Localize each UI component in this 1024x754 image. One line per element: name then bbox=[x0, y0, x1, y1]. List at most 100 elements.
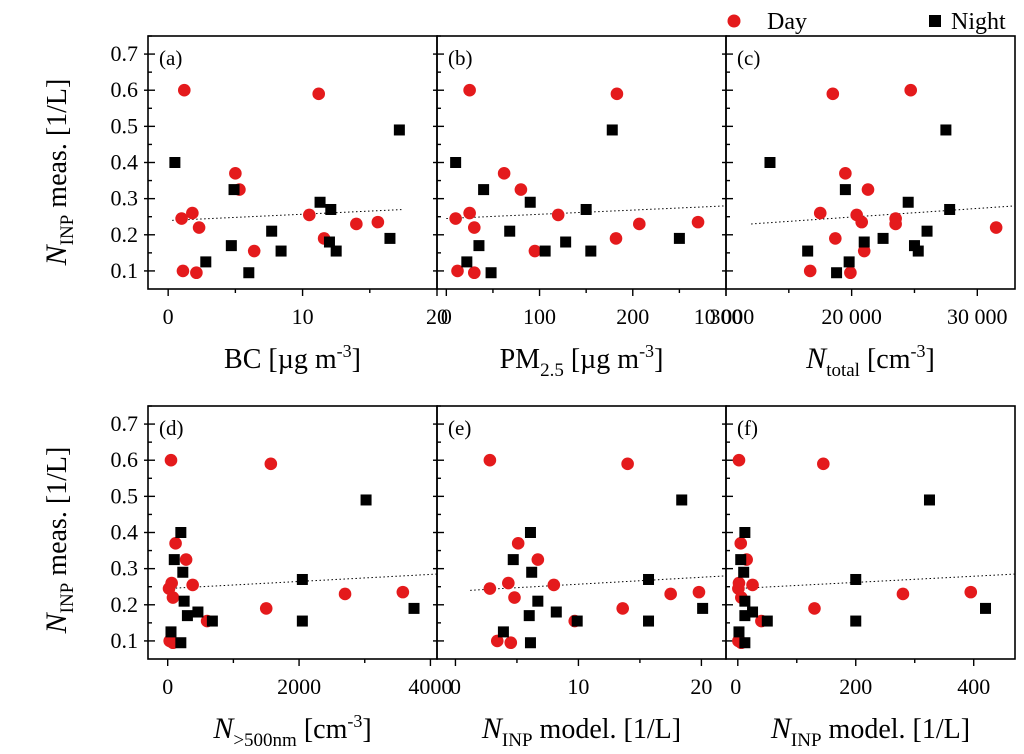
day-point bbox=[531, 553, 545, 566]
night-point bbox=[384, 232, 396, 244]
y-axis-title-top: NINP meas. [1/L] bbox=[40, 79, 78, 267]
panel-c-series-night bbox=[764, 124, 956, 279]
night-point bbox=[843, 256, 855, 268]
night-point bbox=[940, 124, 952, 136]
night-point bbox=[735, 554, 747, 566]
day-point bbox=[179, 553, 193, 566]
night-point bbox=[831, 267, 843, 279]
night-point bbox=[560, 236, 572, 248]
night-point bbox=[571, 615, 583, 627]
day-point bbox=[664, 587, 677, 601]
night-point bbox=[524, 527, 536, 538]
night-point bbox=[165, 626, 177, 638]
day-point bbox=[467, 266, 481, 280]
night-point bbox=[177, 566, 189, 578]
night-point bbox=[330, 245, 342, 257]
night-point bbox=[478, 184, 490, 196]
night-point bbox=[266, 225, 278, 237]
night-point bbox=[450, 157, 462, 168]
day-point bbox=[192, 221, 206, 234]
night-point bbox=[200, 256, 212, 268]
day-point bbox=[504, 636, 518, 650]
panel-b: (b) 0 100 200 300 PM2.5 [µg m-3] bbox=[433, 35, 743, 381]
y-tick-label: 0.1 bbox=[111, 628, 139, 653]
day-point bbox=[186, 578, 199, 592]
panel-c: (c) 10 000 20 000 30 000 Ntotal [cm-3] bbox=[694, 35, 1016, 381]
night-point bbox=[524, 637, 536, 649]
night-point bbox=[507, 554, 519, 566]
day-point bbox=[692, 585, 706, 599]
night-point bbox=[225, 240, 237, 252]
panel-d: (d) 0.1 0.2 0.3 0.4 0.5 0.6 0.7 0 2000 4000 N>500nm… bbox=[111, 405, 452, 751]
night-point bbox=[360, 494, 372, 506]
night-point bbox=[697, 602, 709, 614]
y-tick-label: 0.7 bbox=[111, 411, 139, 436]
night-point bbox=[275, 245, 287, 257]
night-point bbox=[325, 203, 337, 215]
night-point bbox=[296, 615, 308, 627]
day-point bbox=[844, 266, 857, 280]
day-point bbox=[861, 183, 875, 196]
night-point bbox=[877, 232, 889, 244]
day-point bbox=[839, 167, 852, 180]
night-point bbox=[181, 610, 193, 622]
night-point bbox=[168, 554, 180, 566]
y-tick-label: 0.3 bbox=[111, 556, 139, 581]
day-point bbox=[528, 244, 542, 258]
day-point bbox=[511, 537, 525, 550]
night-point bbox=[850, 573, 862, 585]
day-point bbox=[746, 578, 759, 592]
panel-a-series-day bbox=[175, 83, 385, 280]
panel-b-series-night bbox=[450, 124, 685, 279]
panel-e-label: (e) bbox=[448, 416, 471, 440]
panels: (a) 0.1 0.2 0.3 0.4 0.5 0.6 0.7 0 10 20 BC [µg m-3]… bbox=[111, 35, 1016, 751]
y-axis-title-bottom: NINP meas. [1/L] bbox=[40, 447, 78, 635]
x-tick-label: 0 bbox=[450, 674, 461, 699]
x-tick-label: 0 bbox=[730, 674, 741, 699]
day-point bbox=[616, 602, 629, 615]
night-point bbox=[323, 236, 335, 248]
night-point bbox=[473, 240, 485, 252]
night-point bbox=[944, 203, 956, 215]
night-point bbox=[802, 245, 814, 257]
day-point bbox=[808, 602, 821, 615]
y-tick-label: 0.5 bbox=[111, 113, 139, 138]
night-point bbox=[733, 626, 745, 638]
y-tick-label: 0.2 bbox=[111, 222, 139, 247]
x-tick-label: 20 bbox=[690, 674, 712, 699]
night-point bbox=[676, 494, 688, 506]
panel-e-series-day bbox=[483, 453, 706, 650]
day-point bbox=[829, 232, 842, 245]
day-point bbox=[514, 183, 528, 196]
day-point bbox=[463, 206, 476, 220]
day-point bbox=[732, 453, 746, 467]
day-point bbox=[264, 457, 278, 471]
day-point bbox=[610, 87, 624, 101]
night-point bbox=[504, 225, 516, 237]
day-point bbox=[396, 585, 410, 599]
night-point bbox=[921, 225, 933, 237]
day-point bbox=[247, 244, 261, 258]
y-tick-label: 0.3 bbox=[111, 186, 139, 211]
panel-c-fit-line bbox=[751, 205, 1016, 225]
night-point bbox=[850, 615, 862, 627]
night-point bbox=[912, 245, 924, 257]
night-point bbox=[178, 595, 190, 607]
night-point bbox=[206, 615, 218, 627]
day-point bbox=[502, 576, 515, 590]
night-point bbox=[192, 606, 204, 618]
x-tick-label: 10 bbox=[292, 304, 314, 329]
day-point bbox=[904, 83, 918, 97]
y-tick-label: 0.6 bbox=[111, 447, 139, 472]
day-point bbox=[463, 83, 476, 97]
night-point bbox=[175, 527, 187, 538]
panel-b-fit-line bbox=[446, 205, 727, 220]
x-tick-label: 0 bbox=[162, 674, 173, 699]
panel-c-x-axis-title: Ntotal [cm-3] bbox=[805, 341, 935, 381]
night-point bbox=[497, 626, 509, 638]
x-tick-label: 200 bbox=[839, 674, 872, 699]
night-point bbox=[902, 196, 914, 208]
day-point bbox=[186, 206, 199, 220]
day-point bbox=[691, 215, 705, 229]
